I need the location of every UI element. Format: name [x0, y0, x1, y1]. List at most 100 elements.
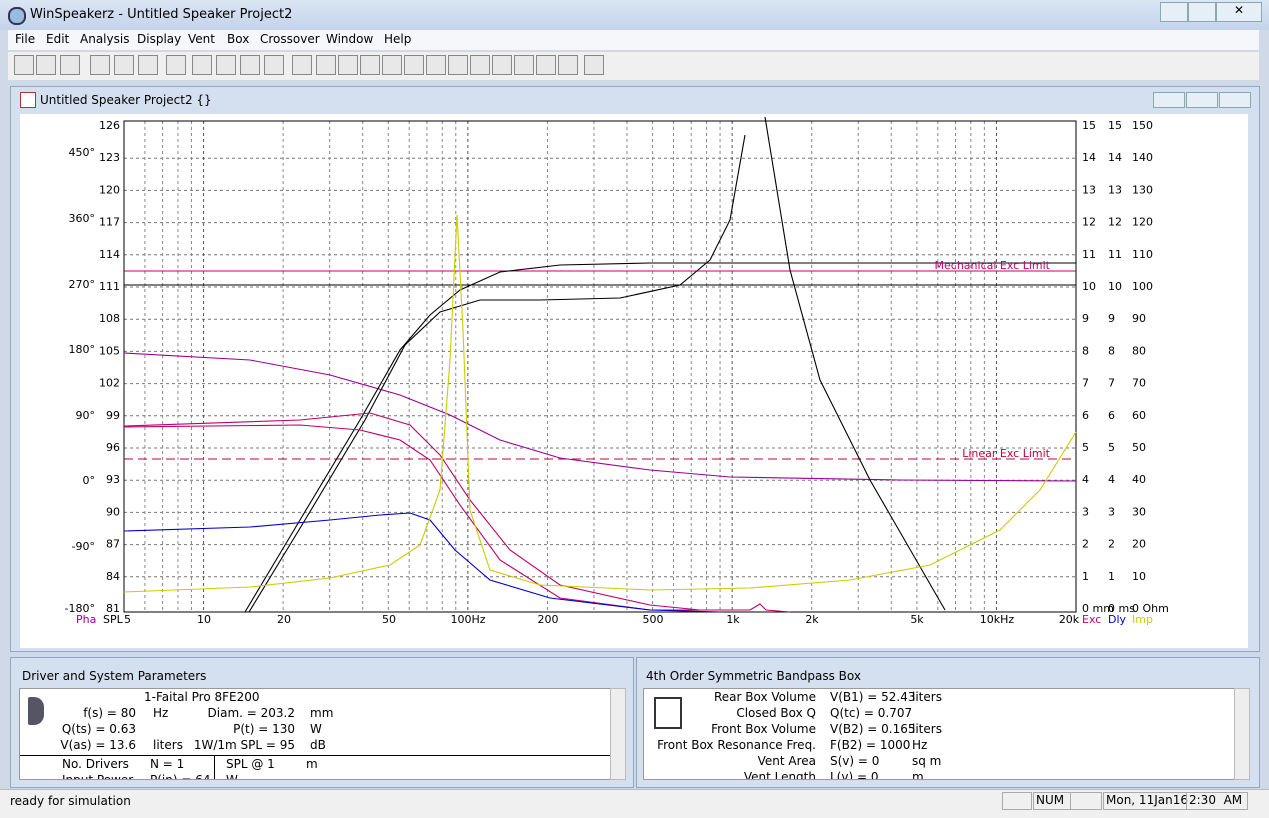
- toolbar: [8, 52, 1259, 80]
- doc-close[interactable]: [1219, 92, 1251, 108]
- toolbar-button[interactable]: [192, 55, 212, 75]
- toolbar-button[interactable]: [492, 55, 512, 75]
- phase-tick-label: -90°: [72, 540, 95, 553]
- status-num: NUM: [1033, 792, 1071, 810]
- doc-maximize[interactable]: [1186, 92, 1218, 108]
- phase-tick-label: 360°: [69, 212, 96, 225]
- menu-item[interactable]: Vent: [188, 32, 215, 46]
- title-bar: [0, 0, 1269, 30]
- phase-tick-label: 180°: [69, 343, 96, 356]
- toolbar-button[interactable]: [114, 55, 134, 75]
- parameter-label: Closed Box Q: [736, 706, 816, 720]
- spl-tick-label: 117: [99, 216, 120, 229]
- scrollbar[interactable]: [1234, 688, 1250, 780]
- spl-tick-label: 111: [99, 280, 120, 293]
- dly-tick-label: 14: [1108, 151, 1122, 164]
- toolbar-button[interactable]: [90, 55, 110, 75]
- exc-tick-label: 6: [1082, 409, 1089, 422]
- spl-curve: [244, 262, 1076, 613]
- imp-tick-label: 70: [1132, 377, 1146, 390]
- menu-item[interactable]: Help: [384, 32, 412, 46]
- menu-item[interactable]: Edit: [46, 32, 70, 46]
- exc-tick-label: 11: [1082, 248, 1096, 261]
- toolbar-button[interactable]: [166, 55, 186, 75]
- axis-name: Dly: [1108, 613, 1127, 626]
- close-button[interactable]: ✕: [1216, 2, 1262, 22]
- toolbar-button[interactable]: [338, 55, 358, 75]
- spl-curve: [248, 134, 746, 613]
- freq-tick-label: 5: [124, 613, 131, 626]
- parameter-unit: liters: [912, 722, 942, 736]
- table-cell: m: [306, 757, 318, 771]
- graph-background: [20, 114, 1248, 648]
- exc-tick-label: 1: [1082, 570, 1089, 583]
- freq-tick-label: 20k: [1059, 613, 1080, 626]
- toolbar-button[interactable]: [584, 55, 604, 75]
- menu-item[interactable]: File: [15, 32, 36, 46]
- minimize-button[interactable]: [1160, 2, 1188, 22]
- status-cell: [1070, 792, 1102, 810]
- toolbar-button[interactable]: [60, 55, 80, 75]
- imp-tick-label: 90: [1132, 312, 1146, 325]
- panel-title: Driver and System Parameters: [22, 669, 207, 683]
- axis-name: Pha: [76, 613, 96, 626]
- toolbar-button[interactable]: [138, 55, 158, 75]
- toolbar-button[interactable]: [514, 55, 534, 75]
- imp-tick-label: 80: [1132, 344, 1146, 357]
- spl-tick-label: 99: [106, 409, 120, 422]
- status-time: 2:30 AM: [1186, 792, 1248, 810]
- toolbar-button[interactable]: [536, 55, 556, 75]
- maximize-button[interactable]: [1188, 2, 1216, 22]
- spl-tick-label: 126: [99, 119, 120, 132]
- dly-tick-label: 7: [1108, 377, 1115, 390]
- spl-tick-label: 108: [99, 312, 120, 325]
- toolbar-button[interactable]: [36, 55, 56, 75]
- toolbar-button[interactable]: [426, 55, 446, 75]
- parameter-value: L(v) = 0: [830, 770, 879, 780]
- parameter-value: Q(tc) = 0.707: [830, 706, 913, 720]
- menu-item[interactable]: Box: [227, 32, 250, 46]
- doc-minimize[interactable]: [1153, 92, 1185, 108]
- parameter: mm: [310, 706, 334, 720]
- toolbar-button[interactable]: [448, 55, 468, 75]
- spl-tick-label: 114: [99, 248, 120, 261]
- window-title: WinSpeakerz - Untitled Speaker Project2: [30, 7, 293, 22]
- toolbar-button[interactable]: [360, 55, 380, 75]
- toolbar-button[interactable]: [14, 55, 34, 75]
- freq-tick-label: 10: [197, 613, 211, 626]
- toolbar-button[interactable]: [264, 55, 284, 75]
- toolbar-button[interactable]: [216, 55, 236, 75]
- toolbar-button[interactable]: [382, 55, 402, 75]
- excursion-curve: [123, 412, 701, 611]
- freq-tick-label: 5k: [910, 613, 924, 626]
- table-line: [214, 755, 215, 779]
- exc-tick-label: 9: [1082, 312, 1089, 325]
- parameter: P(t) = 130: [233, 722, 295, 736]
- document-title: Untitled Speaker Project2 {}: [40, 93, 212, 107]
- toolbar-button[interactable]: [316, 55, 336, 75]
- spl-tick-label: 84: [106, 570, 120, 583]
- freq-tick-label: 100Hz: [450, 613, 485, 626]
- status-cell: [1002, 792, 1032, 810]
- toolbar-button[interactable]: [404, 55, 424, 75]
- exc-tick-label: 5: [1082, 441, 1089, 454]
- menu-bar: File Edit Analysis Display Vent Box Crossover W…: [8, 30, 1259, 50]
- toolbar-button[interactable]: [240, 55, 260, 75]
- dly-tick-label: 0 ms: [1108, 602, 1135, 615]
- parameter-value: F(B2) = 1000: [830, 738, 911, 752]
- scrollbar[interactable]: [610, 688, 626, 780]
- menu-item[interactable]: Display: [137, 32, 182, 46]
- toolbar-button[interactable]: [292, 55, 312, 75]
- parameter: Diam. = 203.2: [207, 706, 295, 720]
- menu-item[interactable]: Analysis: [80, 32, 130, 46]
- menu-item[interactable]: Window: [326, 32, 374, 46]
- menu-item[interactable]: Crossover: [260, 32, 320, 46]
- parameter-label: Vent Length: [743, 770, 816, 780]
- toolbar-button[interactable]: [470, 55, 490, 75]
- imp-tick-label: 20: [1132, 538, 1146, 551]
- toolbar-button[interactable]: [558, 55, 578, 75]
- panel-title: 4th Order Symmetric Bandpass Box: [646, 669, 861, 683]
- freq-tick-label: 10kHz: [980, 613, 1015, 626]
- imp-tick-label: 30: [1132, 505, 1146, 518]
